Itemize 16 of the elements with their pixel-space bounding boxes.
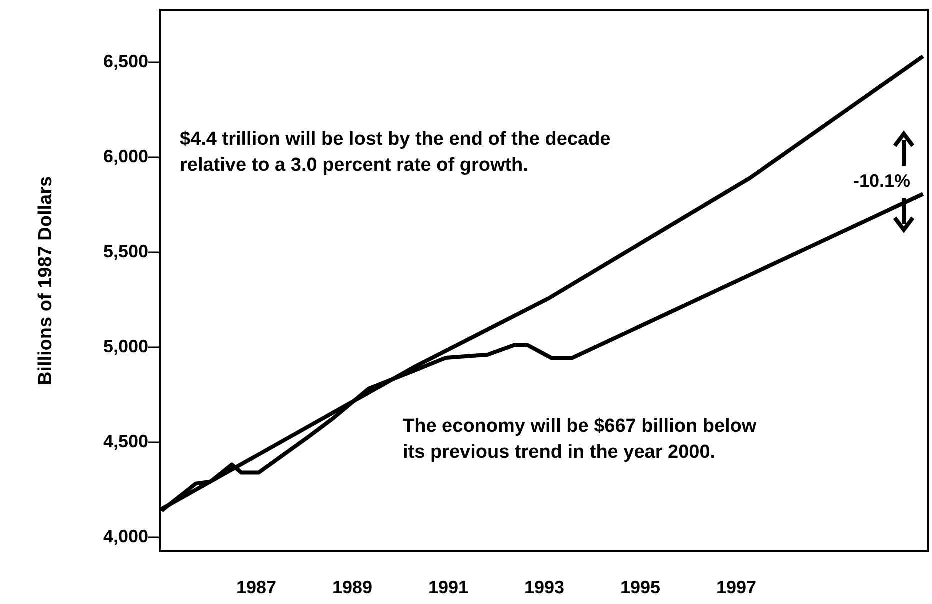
y-axis-title: Billions of 1987 Dollars [35,176,56,386]
y-tick-label: 6,000 [103,146,148,167]
y-tick-label: 6,500 [103,52,148,72]
x-tick-label: 1995 [620,578,661,598]
x-tick-label: 1993 [524,578,565,598]
x-tick-label: 1997 [716,578,757,598]
x-tick-label: 1987 [236,578,277,598]
x-tick-label: 1991 [428,578,469,598]
x-tick-label: 1989 [332,578,373,598]
y-tick-label: 4,500 [103,431,148,452]
annotation: The economy will be $667 billion below its previous trend in the year 2000. [403,416,757,463]
y-tick-label: 5,000 [103,336,148,356]
y-tick-label: 4,000 [103,526,148,546]
annotation: $4.4 trillion will be lost by the end of the decade relative to a 3.0 percent rate of growth. [180,129,611,176]
y-tick-label: 5,500 [103,242,148,262]
annotation: -10.1% [853,171,911,191]
